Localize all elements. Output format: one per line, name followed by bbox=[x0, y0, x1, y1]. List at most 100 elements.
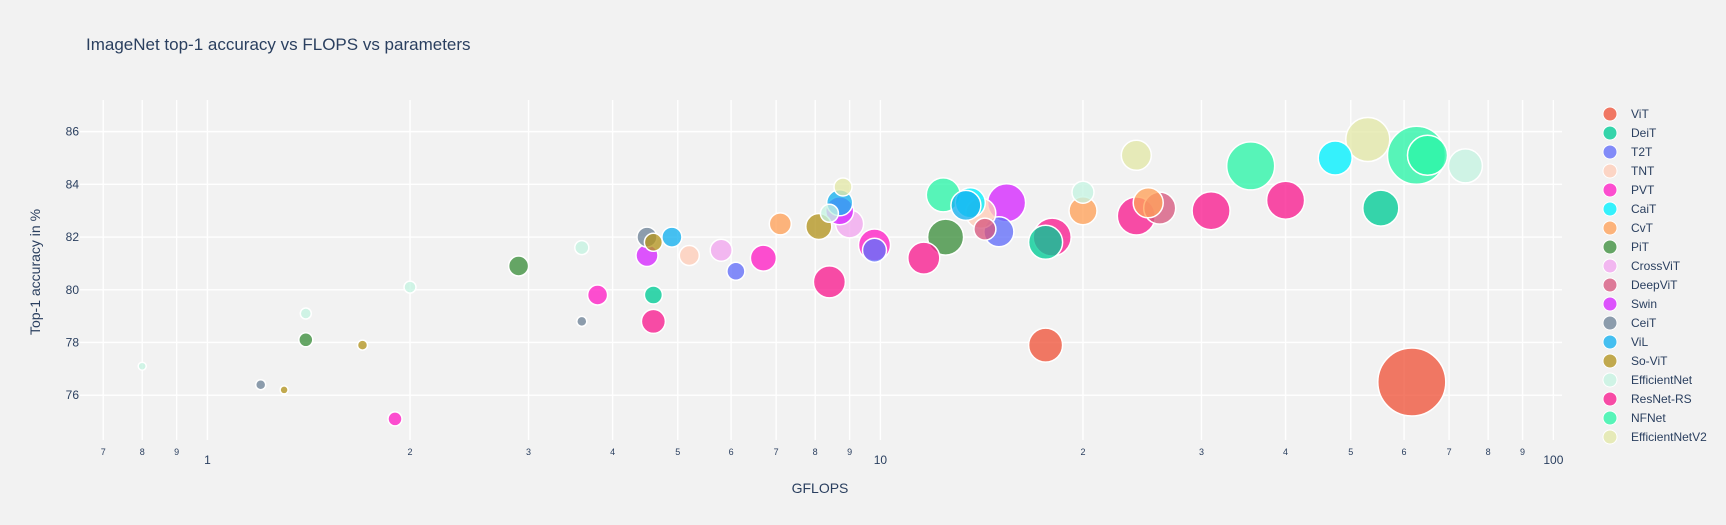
legend-label: DeiT bbox=[1631, 126, 1657, 140]
legend-label: Swin bbox=[1631, 297, 1657, 311]
y-tick-label: 84 bbox=[66, 177, 80, 191]
legend-item-vit[interactable]: ViT bbox=[1602, 106, 1649, 122]
bubble-deepvit[interactable] bbox=[973, 217, 997, 241]
bubble-vil[interactable] bbox=[661, 226, 683, 248]
legend-item-pit[interactable]: PiT bbox=[1602, 239, 1650, 255]
legend-item-cait[interactable]: CaiT bbox=[1602, 201, 1657, 217]
bubble-vit[interactable] bbox=[1377, 347, 1447, 417]
bubble-so-vit[interactable] bbox=[643, 232, 664, 253]
legend-item-swin[interactable]: Swin bbox=[1602, 296, 1657, 312]
x-tick-label: 4 bbox=[610, 447, 615, 457]
bubble-efficientnet[interactable] bbox=[137, 361, 147, 371]
legend-item-efficientnet[interactable]: EfficientNet bbox=[1602, 372, 1693, 388]
legend-marker bbox=[1602, 277, 1618, 293]
bubble-deit[interactable] bbox=[643, 285, 664, 305]
legend-label: EfficientNet bbox=[1631, 373, 1693, 387]
legend-item-nfnet[interactable]: NFNet bbox=[1602, 410, 1666, 426]
legend[interactable]: ViT DeiT T2T TNT PVT CaiT CvT PiT CrossViT DeepVi… bbox=[1602, 106, 1707, 445]
plot-area bbox=[137, 116, 1484, 427]
bubble-ceit[interactable] bbox=[576, 315, 588, 328]
bubble-cvt[interactable] bbox=[768, 212, 793, 236]
bubble-crossvit[interactable] bbox=[709, 238, 733, 262]
bubble-efficientnetv2[interactable] bbox=[833, 177, 853, 197]
legend-item-ceit[interactable]: CeiT bbox=[1602, 315, 1657, 331]
bubble-efficientnet[interactable] bbox=[403, 280, 417, 294]
bubble-vil[interactable] bbox=[950, 189, 982, 222]
bubble-efficientnet[interactable] bbox=[819, 203, 840, 224]
legend-marker bbox=[1602, 106, 1618, 122]
x-tick-label: 10 bbox=[874, 453, 888, 467]
bubble-resnet-rs[interactable] bbox=[640, 308, 667, 335]
bubble-nfnet[interactable] bbox=[1225, 141, 1276, 191]
bubble-pit[interactable] bbox=[298, 332, 314, 348]
legend-label: CrossViT bbox=[1631, 259, 1681, 273]
legend-marker bbox=[1602, 315, 1618, 331]
legend-label: ViL bbox=[1631, 335, 1648, 349]
legend-item-pvt[interactable]: PVT bbox=[1602, 182, 1655, 198]
bubble-resnet-rs[interactable] bbox=[1191, 190, 1231, 231]
x-tick-label: 3 bbox=[526, 447, 531, 457]
x-tick-label: 100 bbox=[1543, 453, 1563, 467]
legend-label: CvT bbox=[1631, 221, 1654, 235]
y-tick-label: 86 bbox=[66, 125, 80, 139]
bubble-efficientnet[interactable] bbox=[1071, 180, 1095, 204]
x-tick-label: 7 bbox=[101, 447, 106, 457]
bubble-resnet-rs[interactable] bbox=[812, 265, 847, 299]
legend-item-efficientnetv2[interactable]: EfficientNetV2 bbox=[1602, 429, 1707, 445]
bubble-pit[interactable] bbox=[507, 255, 530, 277]
legend-label: TNT bbox=[1631, 164, 1655, 178]
bubble-pvt[interactable] bbox=[586, 284, 609, 306]
legend-label: CaiT bbox=[1631, 202, 1657, 216]
legend-marker bbox=[1602, 353, 1618, 369]
x-tick-label: 7 bbox=[774, 447, 779, 457]
bubble-deit[interactable] bbox=[1362, 189, 1400, 227]
bubble-efficientnet[interactable] bbox=[1447, 148, 1484, 184]
legend-item-crossvit[interactable]: CrossViT bbox=[1602, 258, 1681, 274]
legend-marker bbox=[1602, 410, 1618, 426]
bubble-pit[interactable] bbox=[926, 218, 965, 256]
x-axis-title: GFLOPS bbox=[792, 480, 849, 496]
legend-item-vil[interactable]: ViL bbox=[1602, 334, 1648, 350]
x-tick-label: 8 bbox=[140, 447, 145, 457]
bubble-ceit[interactable] bbox=[254, 378, 267, 391]
bubble-pvt[interactable] bbox=[387, 411, 403, 427]
legend-marker bbox=[1602, 239, 1618, 255]
x-tick-label: 9 bbox=[174, 447, 179, 457]
bubble-t2t[interactable] bbox=[726, 261, 746, 282]
bubble-efficientnet[interactable] bbox=[574, 239, 590, 256]
bubble-efficientnet[interactable] bbox=[299, 307, 313, 320]
legend-item-so-vit[interactable]: So-ViT bbox=[1602, 353, 1668, 369]
bubble-deit[interactable] bbox=[1027, 224, 1064, 261]
legend-marker bbox=[1602, 429, 1618, 445]
y-tick-label: 78 bbox=[66, 335, 80, 349]
legend-marker bbox=[1602, 334, 1618, 350]
bubble-cvt[interactable] bbox=[1132, 187, 1164, 219]
bubble-cait[interactable] bbox=[1317, 140, 1353, 176]
bubble-tnt[interactable] bbox=[678, 244, 701, 267]
bubble-resnet-rs[interactable] bbox=[907, 241, 941, 275]
legend-marker bbox=[1602, 258, 1618, 274]
legend-item-deit[interactable]: DeiT bbox=[1602, 125, 1657, 141]
legend-item-tnt[interactable]: TNT bbox=[1602, 163, 1655, 179]
legend-item-cvt[interactable]: CvT bbox=[1602, 220, 1654, 236]
bubble-efficientnetv2[interactable] bbox=[1120, 139, 1153, 172]
x-tick-label: 1 bbox=[204, 453, 211, 467]
bubble-so-vit[interactable] bbox=[356, 339, 369, 351]
bubble-nfnet[interactable] bbox=[1406, 134, 1449, 177]
legend-item-deepvit[interactable]: DeepViT bbox=[1602, 277, 1678, 293]
x-tick-label: 5 bbox=[675, 447, 680, 457]
bubble-so-vit[interactable] bbox=[279, 385, 289, 395]
bubble-t2t[interactable] bbox=[861, 237, 888, 263]
legend-item-t2t[interactable]: T2T bbox=[1602, 144, 1653, 160]
bubble-pvt[interactable] bbox=[749, 244, 778, 272]
legend-item-resnet-rs[interactable]: ResNet-RS bbox=[1602, 391, 1692, 407]
bubble-vit[interactable] bbox=[1027, 327, 1064, 363]
bubble-resnet-rs[interactable] bbox=[1265, 180, 1306, 220]
x-tick-label: 8 bbox=[1486, 447, 1491, 457]
legend-label: EfficientNetV2 bbox=[1631, 430, 1707, 444]
legend-marker bbox=[1602, 182, 1618, 198]
bubble-efficientnetv2[interactable] bbox=[1345, 116, 1391, 163]
y-tick-label: 80 bbox=[66, 283, 80, 297]
